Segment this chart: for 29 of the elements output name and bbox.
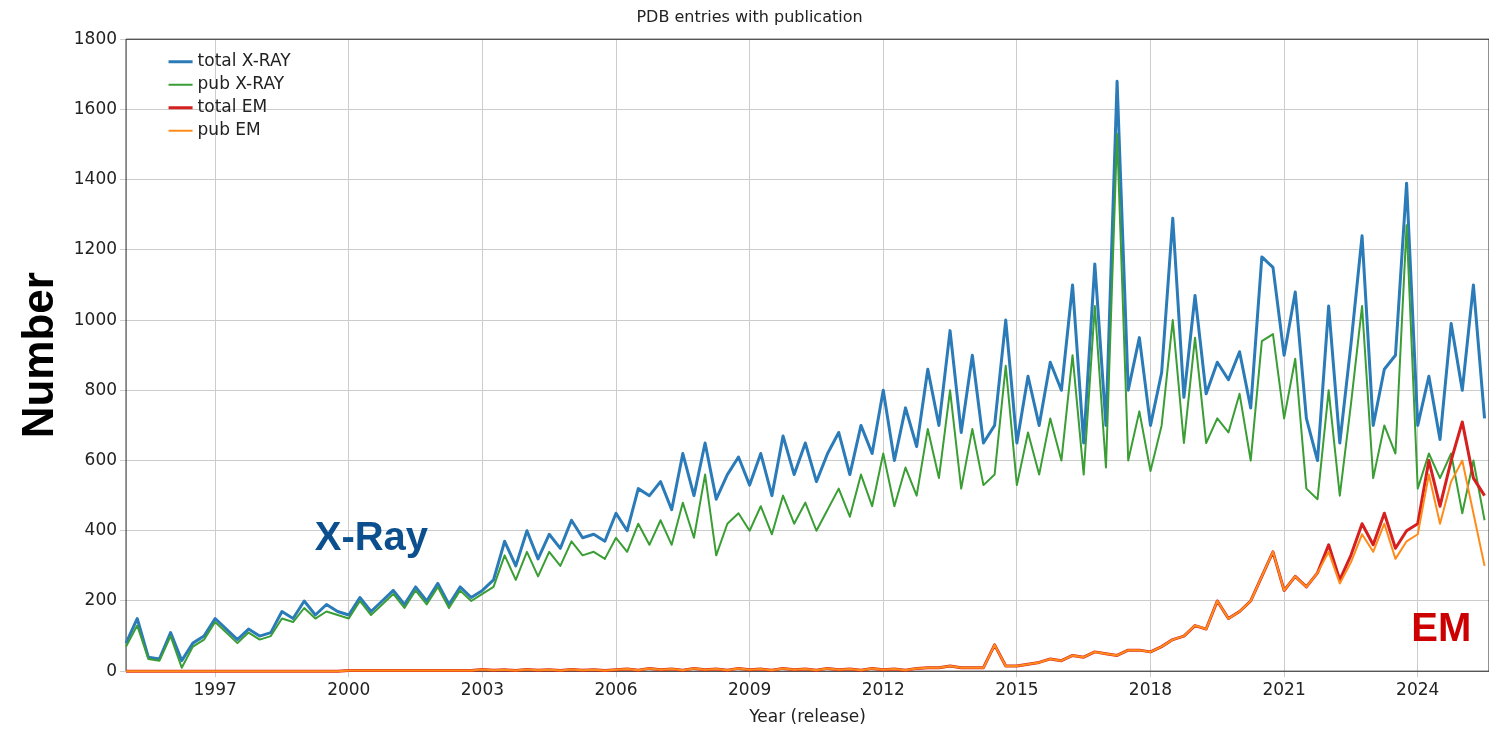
x-axis-title: Year (release)	[748, 706, 866, 727]
x-tick-label: 2021	[1262, 678, 1306, 699]
y-axis-title: Number	[12, 272, 62, 439]
legend-label: pub EM	[197, 119, 261, 140]
y-tick-label: 200	[84, 589, 118, 610]
annotation: X-Ray	[314, 513, 429, 558]
legend-label: total EM	[197, 96, 268, 117]
x-tick-label: 2015	[995, 678, 1039, 699]
y-tick-label: 800	[84, 378, 118, 399]
x-tick-label: 2024	[1396, 678, 1440, 699]
y-tick-label: 1400	[73, 168, 118, 189]
legend-label: pub X-RAY	[197, 73, 285, 94]
x-tick-label: 2018	[1128, 678, 1173, 699]
legend-label: total X-RAY	[197, 50, 292, 71]
x-tick-label: 1997	[193, 678, 237, 699]
y-tick-label: 1600	[73, 97, 118, 118]
x-tick-label: 2000	[327, 678, 371, 699]
chart-title: PDB entries with publication	[636, 6, 863, 26]
x-tick-label: 2003	[460, 678, 505, 699]
y-tick-label: 1000	[73, 308, 118, 329]
x-tick-label: 2012	[861, 678, 905, 699]
y-tick-label: 600	[84, 448, 118, 469]
y-tick-label: 1800	[73, 27, 118, 48]
x-tick-label: 2009	[728, 678, 772, 699]
annotation: EM	[1411, 605, 1472, 650]
x-tick-label: 2006	[594, 678, 638, 699]
y-tick-label: 0	[106, 659, 118, 680]
y-tick-label: 400	[84, 519, 118, 540]
y-tick-label: 1200	[73, 238, 118, 259]
